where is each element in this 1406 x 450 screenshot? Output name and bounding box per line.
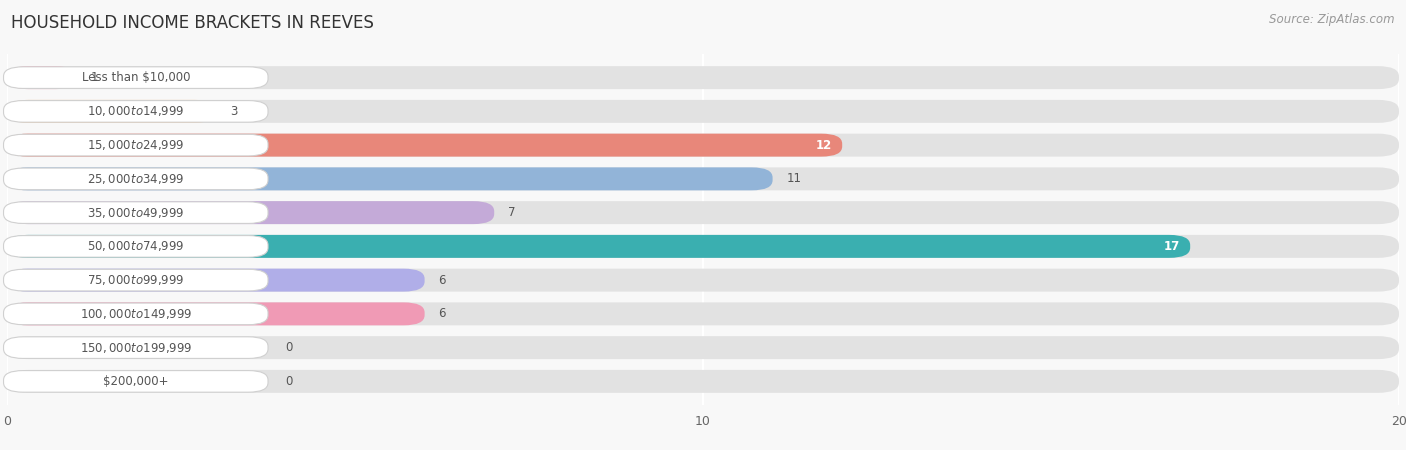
Text: 12: 12 xyxy=(815,139,832,152)
FancyBboxPatch shape xyxy=(4,202,269,223)
Text: 7: 7 xyxy=(508,206,516,219)
Text: 6: 6 xyxy=(439,307,446,320)
FancyBboxPatch shape xyxy=(7,66,1399,89)
Text: $200,000+: $200,000+ xyxy=(103,375,169,388)
Text: $35,000 to $49,999: $35,000 to $49,999 xyxy=(87,206,184,220)
Text: 6: 6 xyxy=(439,274,446,287)
Text: 11: 11 xyxy=(786,172,801,185)
FancyBboxPatch shape xyxy=(7,235,1191,258)
FancyBboxPatch shape xyxy=(7,269,1399,292)
FancyBboxPatch shape xyxy=(4,67,269,88)
Text: 0: 0 xyxy=(285,375,292,388)
Text: 17: 17 xyxy=(1164,240,1180,253)
Text: Less than $10,000: Less than $10,000 xyxy=(82,71,190,84)
FancyBboxPatch shape xyxy=(7,134,1399,157)
Text: $75,000 to $99,999: $75,000 to $99,999 xyxy=(87,273,184,287)
FancyBboxPatch shape xyxy=(7,201,495,224)
Text: $25,000 to $34,999: $25,000 to $34,999 xyxy=(87,172,184,186)
FancyBboxPatch shape xyxy=(7,201,1399,224)
Text: $100,000 to $149,999: $100,000 to $149,999 xyxy=(80,307,193,321)
FancyBboxPatch shape xyxy=(4,100,269,122)
FancyBboxPatch shape xyxy=(7,100,1399,123)
FancyBboxPatch shape xyxy=(7,167,773,190)
Text: $50,000 to $74,999: $50,000 to $74,999 xyxy=(87,239,184,253)
FancyBboxPatch shape xyxy=(7,66,77,89)
FancyBboxPatch shape xyxy=(7,134,842,157)
FancyBboxPatch shape xyxy=(7,336,1399,359)
FancyBboxPatch shape xyxy=(4,303,269,325)
FancyBboxPatch shape xyxy=(4,371,269,392)
FancyBboxPatch shape xyxy=(4,269,269,291)
Text: HOUSEHOLD INCOME BRACKETS IN REEVES: HOUSEHOLD INCOME BRACKETS IN REEVES xyxy=(11,14,374,32)
FancyBboxPatch shape xyxy=(7,167,1399,190)
Text: $150,000 to $199,999: $150,000 to $199,999 xyxy=(80,341,193,355)
Text: Source: ZipAtlas.com: Source: ZipAtlas.com xyxy=(1270,14,1395,27)
FancyBboxPatch shape xyxy=(7,302,1399,325)
FancyBboxPatch shape xyxy=(4,235,269,257)
Text: 1: 1 xyxy=(90,71,98,84)
FancyBboxPatch shape xyxy=(4,337,269,358)
FancyBboxPatch shape xyxy=(7,235,1399,258)
Text: 3: 3 xyxy=(229,105,238,118)
Text: $10,000 to $14,999: $10,000 to $14,999 xyxy=(87,104,184,118)
FancyBboxPatch shape xyxy=(4,134,269,156)
FancyBboxPatch shape xyxy=(7,269,425,292)
FancyBboxPatch shape xyxy=(4,168,269,189)
FancyBboxPatch shape xyxy=(7,302,425,325)
FancyBboxPatch shape xyxy=(7,100,217,123)
Text: $15,000 to $24,999: $15,000 to $24,999 xyxy=(87,138,184,152)
Text: 0: 0 xyxy=(285,341,292,354)
FancyBboxPatch shape xyxy=(7,370,1399,393)
